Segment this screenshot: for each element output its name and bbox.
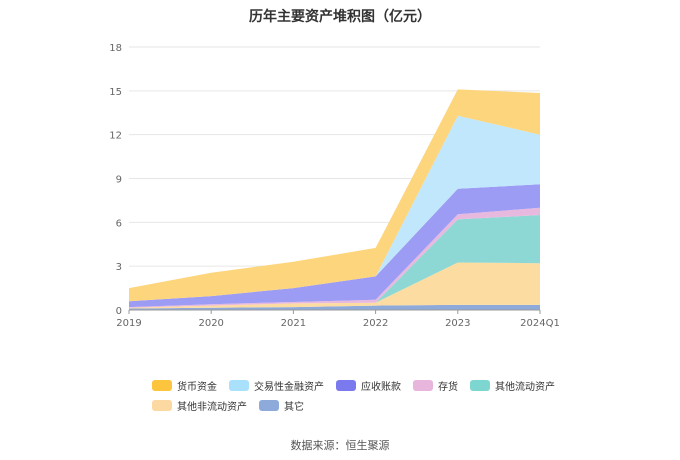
area-series-5[interactable] — [129, 115, 540, 302]
x-tick-label: 2023 — [445, 318, 470, 329]
y-tick-label: 6 — [116, 218, 122, 229]
x-tick-label: 2020 — [198, 318, 223, 329]
legend-item[interactable]: 交易性金融资产 — [229, 378, 324, 393]
y-tick-label: 3 — [116, 262, 122, 273]
legend-swatch — [229, 379, 249, 391]
data-source: 数据来源：恒生聚源 — [290, 439, 390, 452]
x-tick-label: 2022 — [363, 318, 388, 329]
legend-item[interactable]: 其他非流动资产 — [152, 398, 247, 413]
legend-swatch — [470, 379, 490, 391]
axes: 0 3 6 9 12 15 18 2019 2020 2021 2022 2023 2024Q1 — [109, 43, 560, 329]
legend-label: 交易性金融资产 — [254, 381, 324, 393]
y-tick-label: 15 — [109, 87, 122, 98]
legend-swatch — [152, 399, 172, 411]
area-series-6[interactable] — [129, 89, 540, 302]
chart-title: 历年主要资产堆积图（亿元） — [249, 9, 431, 25]
y-tick-label: 9 — [116, 175, 122, 186]
x-tick-label: 2019 — [116, 318, 141, 329]
area-series-1[interactable] — [129, 262, 540, 309]
y-tick-label: 0 — [116, 306, 122, 317]
x-tick-label: 2021 — [281, 318, 306, 329]
legend-label: 其它 — [284, 401, 304, 413]
y-tick-label: 12 — [109, 131, 122, 142]
legend-item[interactable]: 应收账款 — [336, 378, 401, 393]
legend-label: 其他非流动资产 — [177, 401, 247, 413]
legend-swatch — [336, 379, 356, 391]
area-series-4[interactable] — [129, 184, 540, 308]
legend-label: 存货 — [438, 381, 458, 393]
legend-swatch — [152, 379, 172, 391]
y-tick-label: 18 — [109, 43, 122, 54]
legend-label: 其他流动资产 — [495, 381, 555, 393]
legend: 货币资金 交易性金融资产 应收账款 存货 其他流动资产其他非流动资产 其它 — [152, 378, 572, 413]
series-areas — [129, 89, 540, 310]
legend-item[interactable]: 其它 — [259, 398, 304, 413]
legend-swatch — [413, 379, 433, 391]
area-series-0[interactable] — [129, 304, 540, 310]
legend-label: 货币资金 — [177, 381, 217, 393]
legend-item[interactable]: 其他流动资产 — [470, 378, 555, 393]
legend-label: 应收账款 — [361, 381, 401, 393]
legend-swatch — [259, 399, 279, 411]
area-series-2[interactable] — [129, 215, 540, 308]
legend-item[interactable]: 存货 — [413, 378, 458, 393]
x-tick-label: 2024Q1 — [520, 318, 560, 329]
legend-item[interactable]: 货币资金 — [152, 378, 217, 393]
